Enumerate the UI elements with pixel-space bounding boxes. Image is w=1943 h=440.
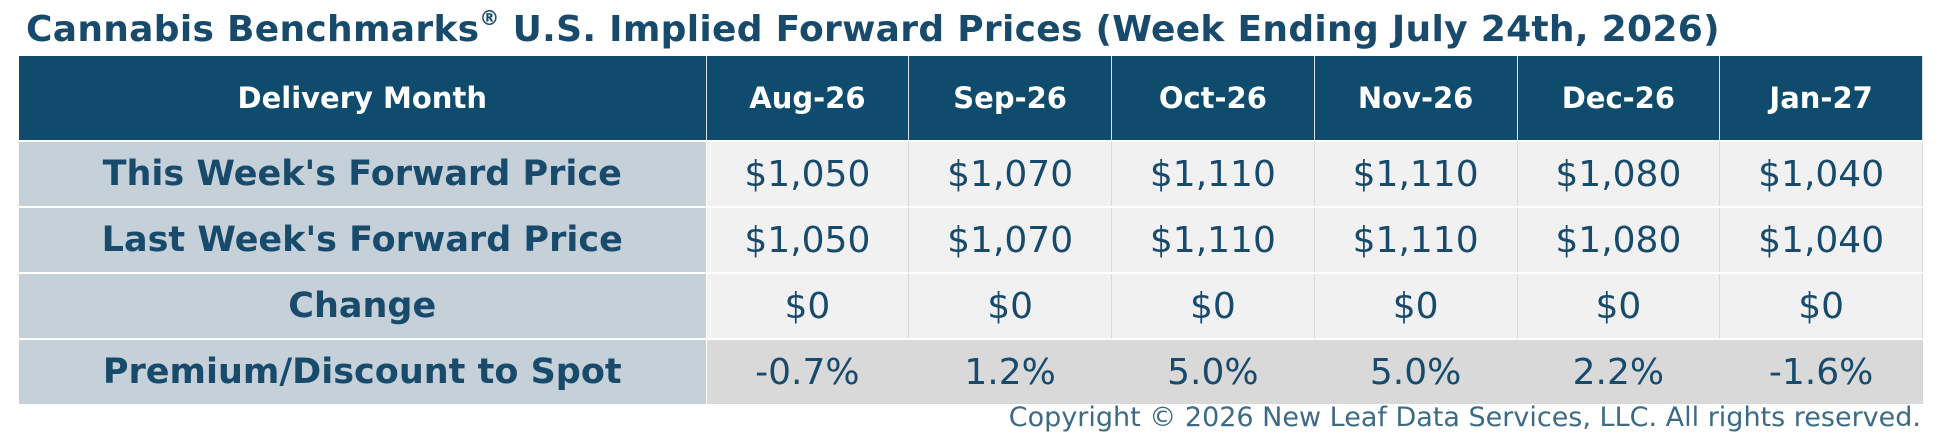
cell: $0	[706, 272, 910, 339]
column-header: Aug-26	[706, 56, 910, 141]
cell: $0	[908, 272, 1112, 339]
cell: $0	[1314, 272, 1518, 339]
cell: $0	[1517, 272, 1721, 339]
column-header: Jan-27	[1719, 56, 1923, 141]
cell: $1,050	[706, 140, 910, 207]
row-label: Change	[19, 272, 707, 339]
title: Cannabis Benchmarks® U.S. Implied Forwar…	[26, 6, 1720, 50]
forward-price-table: Delivery Month Aug-26 Sep-26 Oct-26 Nov-26 De…	[19, 56, 1923, 404]
title-text: U.S. Implied Forward Prices (Week Ending…	[512, 9, 1720, 50]
cell: $1,110	[1314, 140, 1518, 207]
header-row: Delivery Month Aug-26 Sep-26 Oct-26 Nov-26 De…	[19, 56, 1923, 141]
cell: $1,050	[706, 206, 910, 273]
cell: 2.2%	[1517, 338, 1721, 404]
cell: $1,110	[1111, 140, 1315, 207]
registered-mark: ®	[479, 6, 500, 30]
cell: 1.2%	[908, 338, 1112, 404]
column-header: Sep-26	[908, 56, 1112, 141]
column-header: Oct-26	[1111, 56, 1315, 141]
cell: $1,080	[1517, 206, 1721, 273]
cell: $0	[1111, 272, 1315, 339]
cell: 5.0%	[1111, 338, 1315, 404]
table-row: Last Week's Forward Price $1,050 $1,070 $1,…	[19, 206, 1923, 273]
column-header: Nov-26	[1314, 56, 1518, 141]
cell: $1,040	[1719, 206, 1923, 273]
row-label: Last Week's Forward Price	[19, 206, 707, 273]
copyright: Copyright © 2026 New Leaf Data Services,…	[1008, 402, 1921, 433]
table-row: Change $0 $0 $0 $0 $0 $0	[19, 272, 1923, 339]
table-row: Premium/Discount to Spot -0.7% 1.2% 5.0% 5.0…	[19, 338, 1923, 404]
column-header: Delivery Month	[19, 56, 707, 141]
cell: $1,110	[1314, 206, 1518, 273]
row-label: Premium/Discount to Spot	[19, 338, 707, 404]
cell: $1,040	[1719, 140, 1923, 207]
title-text: Cannabis Benchmarks	[26, 9, 480, 50]
cell: -1.6%	[1719, 338, 1923, 404]
cell: -0.7%	[706, 338, 910, 404]
cell: $1,110	[1111, 206, 1315, 273]
cell: $1,070	[908, 206, 1112, 273]
cell: $0	[1719, 272, 1923, 339]
column-header: Dec-26	[1517, 56, 1721, 141]
cell: 5.0%	[1314, 338, 1518, 404]
row-label: This Week's Forward Price	[19, 140, 707, 207]
table-row: This Week's Forward Price $1,050 $1,070 $1,…	[19, 140, 1923, 207]
table-body: This Week's Forward Price $1,050 $1,070 $1,…	[19, 140, 1923, 404]
cell: $1,080	[1517, 140, 1721, 207]
cell: $1,070	[908, 140, 1112, 207]
